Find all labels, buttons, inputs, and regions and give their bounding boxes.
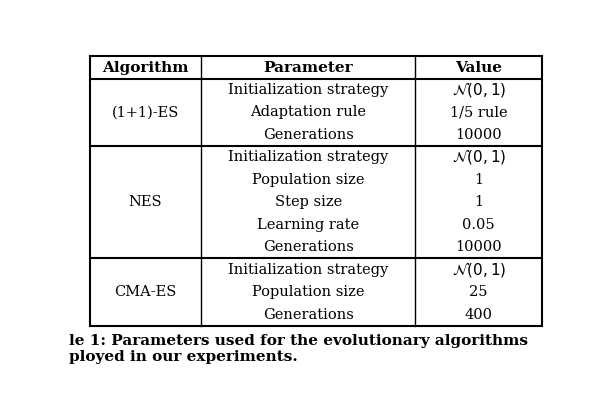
Text: Generations: Generations <box>263 308 354 321</box>
Text: Learning rate: Learning rate <box>257 218 359 232</box>
Text: 1: 1 <box>474 173 484 187</box>
Text: Population size: Population size <box>252 173 365 187</box>
Text: Parameter: Parameter <box>264 61 353 74</box>
Text: Initialization strategy: Initialization strategy <box>228 263 388 277</box>
Text: le 1: Parameters used for the evolutionary algorithms
ployed in our experiments.: le 1: Parameters used for the evolutiona… <box>69 334 529 364</box>
Text: 10000: 10000 <box>455 128 502 142</box>
Text: Algorithm: Algorithm <box>102 61 188 74</box>
Text: Population size: Population size <box>252 285 365 299</box>
Text: Step size: Step size <box>275 195 342 209</box>
Text: $\mathcal{N}(0, 1)$: $\mathcal{N}(0, 1)$ <box>452 261 506 279</box>
Text: Value: Value <box>455 61 502 74</box>
Text: NES: NES <box>129 195 163 209</box>
Text: CMA-ES: CMA-ES <box>115 285 177 299</box>
Text: Initialization strategy: Initialization strategy <box>228 83 388 97</box>
Text: Initialization strategy: Initialization strategy <box>228 150 388 164</box>
Text: $\mathcal{N}(0, 1)$: $\mathcal{N}(0, 1)$ <box>452 81 506 99</box>
Text: $\mathcal{N}(0, 1)$: $\mathcal{N}(0, 1)$ <box>452 148 506 166</box>
Text: 0.05: 0.05 <box>463 218 495 232</box>
Text: 1/5 rule: 1/5 rule <box>450 105 508 120</box>
Text: Generations: Generations <box>263 240 354 254</box>
Text: 10000: 10000 <box>455 240 502 254</box>
Text: 400: 400 <box>464 308 493 321</box>
Text: 25: 25 <box>469 285 488 299</box>
Text: (1+1)-ES: (1+1)-ES <box>112 105 179 120</box>
Text: Generations: Generations <box>263 128 354 142</box>
Text: Adaptation rule: Adaptation rule <box>250 105 366 120</box>
Text: 1: 1 <box>474 195 484 209</box>
